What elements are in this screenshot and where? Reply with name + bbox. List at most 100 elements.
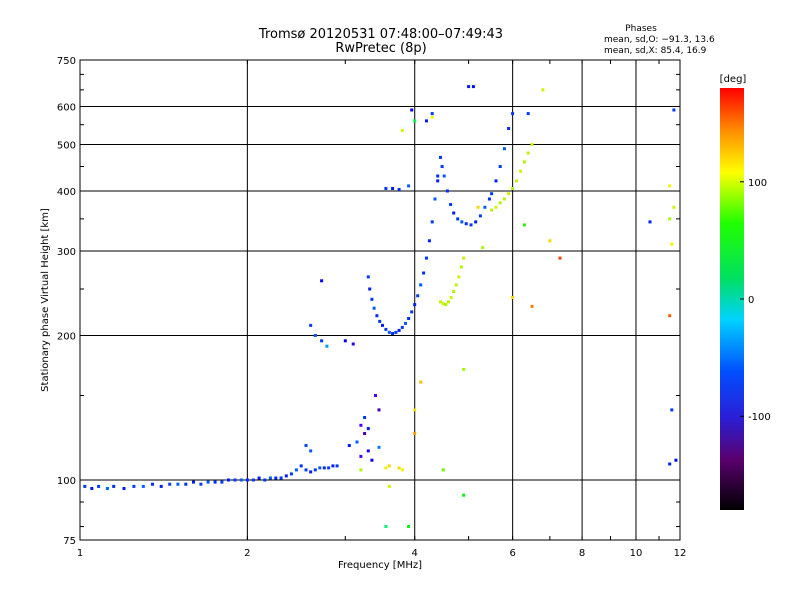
echo-point (502, 197, 506, 201)
echo-point (462, 493, 466, 497)
echo-point (325, 344, 329, 348)
echo-point (441, 468, 445, 472)
echo-point (268, 476, 272, 480)
echo-point (304, 468, 308, 472)
echo-point (397, 466, 401, 470)
echo-point (672, 205, 676, 209)
echo-point (359, 454, 363, 458)
echo-point (327, 466, 331, 470)
echo-point (391, 332, 395, 335)
echo-point (404, 321, 407, 325)
echo-point (469, 223, 473, 227)
echo-point (199, 482, 203, 486)
echo-point (213, 480, 217, 484)
echo-point (444, 303, 448, 307)
echo-point (457, 275, 461, 279)
echo-point (387, 464, 391, 468)
echo-point (245, 478, 249, 482)
echo-point (251, 478, 255, 482)
echo-point (299, 464, 303, 468)
echo-point (257, 476, 261, 480)
echo-point (522, 160, 526, 164)
echo-point (279, 476, 283, 480)
echo-point (558, 256, 562, 260)
y-tick-label: 750 (57, 56, 76, 67)
echo-point (449, 203, 453, 206)
echo-point (370, 297, 374, 301)
echo-point (441, 302, 445, 306)
echo-point (507, 192, 511, 196)
colorbar-ticks: 100 0 -100 (740, 178, 771, 423)
echo-point (511, 187, 515, 190)
echo-point (400, 325, 404, 329)
echo-point (413, 119, 417, 123)
echo-point (384, 187, 388, 190)
echo-point (366, 275, 370, 279)
echo-point (397, 188, 401, 191)
echo-point (447, 300, 450, 304)
echo-point (284, 474, 288, 478)
echo-point (422, 271, 426, 275)
echo-point (460, 220, 464, 224)
echo-point (343, 339, 347, 343)
echo-point (387, 330, 391, 334)
plot-frame (79, 59, 681, 541)
x-tick-label: 1 (77, 548, 83, 559)
echo-point (452, 290, 456, 293)
echo-point (498, 165, 502, 168)
echo-point (318, 466, 322, 470)
echo-point (322, 466, 326, 470)
echo-point (97, 484, 101, 488)
y-tick-label: 600 (57, 103, 76, 114)
echo-point (400, 468, 404, 472)
colorbar: [deg] 100 0 -100 (720, 74, 771, 510)
echo-point (105, 487, 109, 490)
x-tick-label: 6 (509, 548, 515, 559)
echo-point (476, 205, 480, 209)
x-axis-label: Frequency [MHz] (338, 560, 422, 571)
echo-point (90, 487, 94, 490)
echo-point (425, 119, 428, 123)
chart-title: Tromsø 20120531 07:48:00–07:49:43 (258, 27, 503, 42)
echo-point (289, 472, 293, 476)
echo-point (151, 482, 154, 486)
y-tick-label: 500 (57, 141, 76, 152)
echo-point (391, 187, 395, 190)
chart-subtitle: RwPretec (8p) (335, 41, 426, 56)
echo-point (384, 525, 388, 528)
echo-point (515, 179, 519, 183)
echo-point (363, 416, 367, 419)
echo-point (416, 294, 420, 298)
echo-point (522, 223, 526, 227)
echo-point (294, 468, 298, 472)
echo-point (668, 217, 672, 221)
echo-point (433, 197, 437, 201)
echo-point (320, 339, 324, 343)
x-tick-label: 8 (579, 548, 585, 559)
echo-point (439, 155, 442, 159)
echo-point (366, 427, 370, 431)
echo-point (168, 482, 172, 486)
x-tick-label: 10 (630, 548, 643, 559)
echo-point (132, 484, 136, 488)
x-tick-label: 2 (244, 548, 250, 559)
echo-point (445, 189, 449, 193)
y-tick-label: 300 (57, 247, 76, 258)
echo-point (672, 108, 676, 112)
colorbar-label: [deg] (720, 74, 747, 85)
echo-point (394, 330, 398, 334)
echo-point (427, 239, 431, 243)
echo-point (490, 192, 494, 196)
echo-point (351, 342, 355, 346)
grid (80, 60, 680, 540)
echo-point (502, 147, 506, 151)
echo-point (274, 476, 278, 480)
echo-point (419, 283, 423, 287)
echo-point (227, 478, 230, 482)
echo-point (430, 115, 434, 119)
echo-point (442, 174, 446, 178)
echo-point (494, 179, 498, 183)
echo-point (347, 444, 351, 447)
colorbar-tick-label: 100 (748, 178, 767, 189)
echo-point (359, 423, 363, 427)
